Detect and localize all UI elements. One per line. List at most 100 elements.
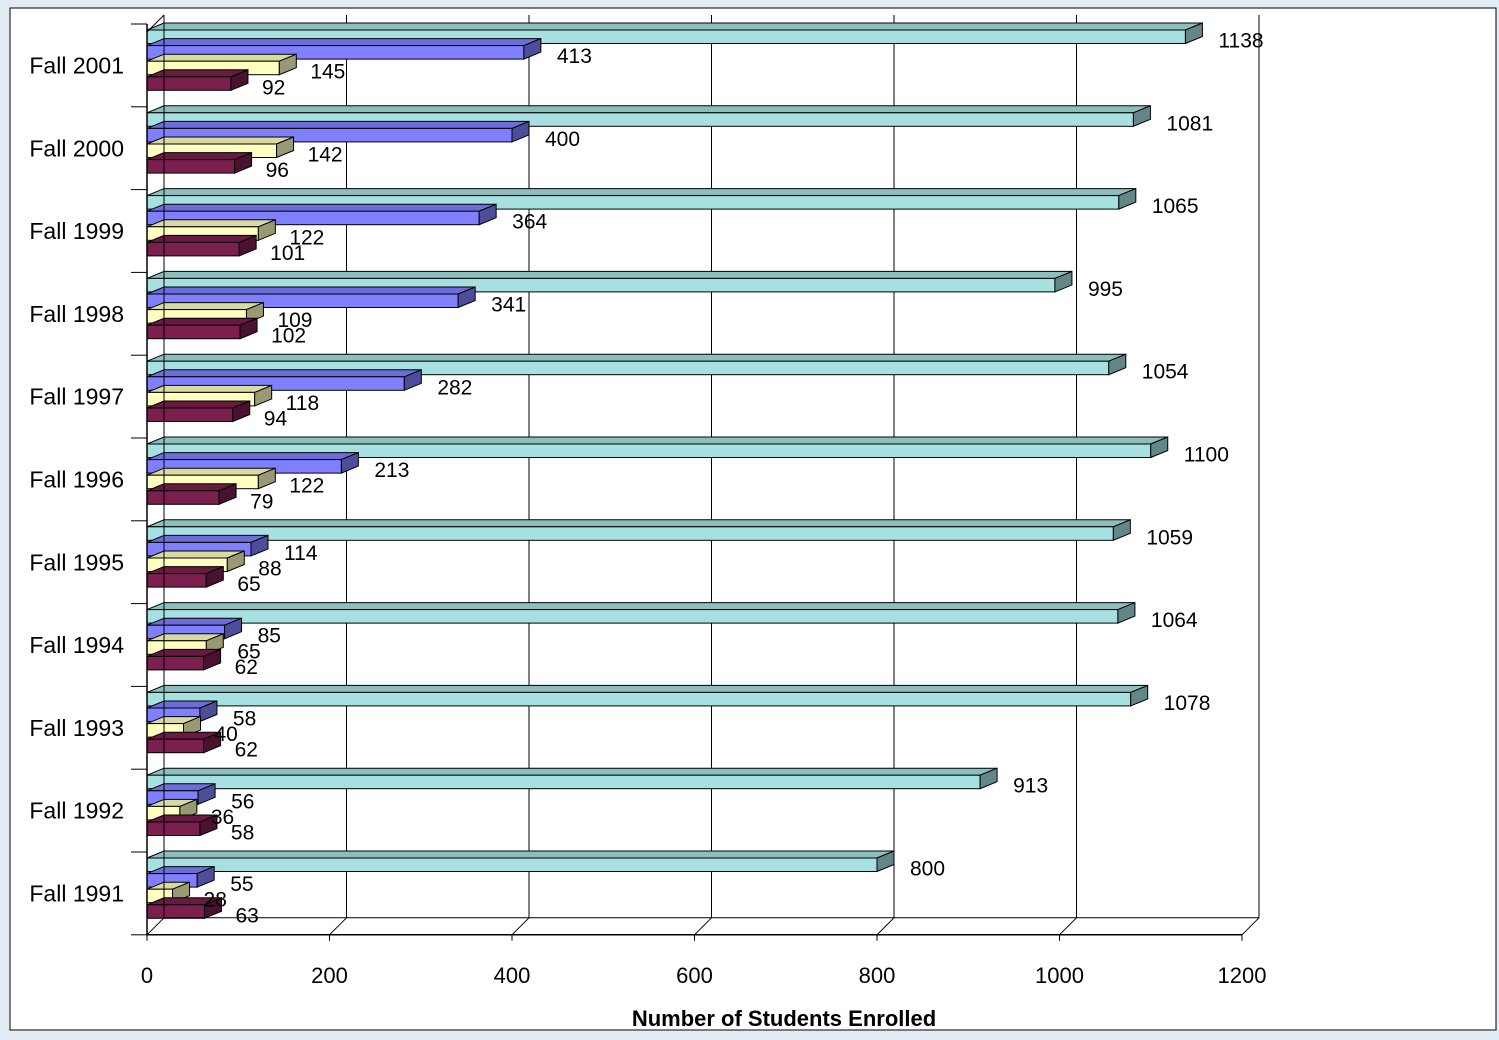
bar-end-face bbox=[1117, 601, 1136, 624]
data-labels: 8005528639135636581078584062106485656210… bbox=[204, 30, 1264, 928]
bar-end-face bbox=[276, 136, 295, 159]
category-label: Fall 1993 bbox=[29, 715, 124, 741]
bar-top-face bbox=[146, 452, 359, 461]
category-label: Fall 1995 bbox=[29, 549, 124, 575]
data-label: 145 bbox=[310, 61, 345, 84]
gridline-floor bbox=[694, 917, 712, 936]
bar bbox=[146, 609, 1119, 624]
bar-top-face bbox=[146, 188, 1137, 197]
bar-top-face bbox=[146, 384, 272, 393]
bar-end-face bbox=[254, 384, 273, 407]
data-label: 122 bbox=[289, 226, 324, 249]
data-label: 65 bbox=[237, 640, 260, 663]
bar-end-face bbox=[1054, 270, 1073, 293]
data-label: 1078 bbox=[1164, 692, 1211, 715]
bar bbox=[146, 407, 234, 422]
bar-end-face bbox=[205, 565, 224, 588]
data-label: 400 bbox=[545, 128, 580, 151]
bar-top-face bbox=[146, 203, 497, 212]
bar-end-face bbox=[232, 400, 251, 423]
bar-end-face bbox=[1118, 187, 1137, 210]
bar-end-face bbox=[1112, 519, 1131, 542]
data-label: 1054 bbox=[1142, 361, 1189, 384]
data-label: 142 bbox=[308, 144, 343, 167]
data-label: 40 bbox=[215, 723, 238, 746]
bar-top-face bbox=[146, 286, 476, 295]
x-tick-label: 800 bbox=[859, 963, 896, 988]
bar-top-face bbox=[146, 270, 1073, 279]
x-tick-label: 1000 bbox=[1035, 963, 1084, 988]
data-label: 1065 bbox=[1152, 195, 1199, 218]
data-label: 913 bbox=[1013, 775, 1048, 798]
bar-end-face bbox=[979, 767, 998, 790]
category-label: Fall 1999 bbox=[29, 218, 124, 244]
category-label: Fall 1996 bbox=[29, 466, 124, 492]
bar-top-face bbox=[146, 436, 1168, 445]
data-label: 122 bbox=[289, 475, 324, 498]
data-label: 58 bbox=[231, 822, 254, 845]
gridline-floor bbox=[876, 917, 895, 936]
bar-top-face bbox=[146, 467, 276, 476]
bar-end-face bbox=[196, 865, 215, 888]
bar bbox=[146, 857, 878, 872]
gridline-floor bbox=[146, 917, 165, 936]
bar-end-face bbox=[340, 451, 359, 474]
data-label: 96 bbox=[266, 159, 289, 182]
data-label: 58 bbox=[233, 708, 256, 731]
data-label: 1138 bbox=[1218, 30, 1263, 53]
bar bbox=[146, 573, 207, 588]
data-label: 118 bbox=[286, 392, 319, 415]
bar-top-face bbox=[146, 22, 1203, 31]
bar-top-face bbox=[146, 105, 1151, 114]
data-label: 800 bbox=[910, 858, 945, 881]
bar bbox=[146, 904, 205, 919]
data-label: 213 bbox=[374, 459, 409, 482]
bar bbox=[146, 774, 981, 790]
bar-end-face bbox=[403, 369, 422, 392]
bar bbox=[146, 159, 236, 174]
data-label: 341 bbox=[491, 294, 526, 317]
bar-end-face bbox=[224, 617, 243, 640]
bar-end-face bbox=[238, 234, 257, 257]
gridline-floor bbox=[329, 917, 347, 936]
data-label: 1081 bbox=[1166, 112, 1213, 135]
gridline-floor bbox=[1241, 917, 1260, 936]
x-tick-label: 400 bbox=[494, 963, 531, 988]
bar-end-face bbox=[1150, 436, 1169, 459]
bar-top-face bbox=[146, 767, 998, 776]
data-label: 1100 bbox=[1184, 444, 1229, 467]
bar-top-face bbox=[146, 353, 1126, 362]
bar-end-face bbox=[239, 317, 258, 340]
data-label: 85 bbox=[258, 625, 281, 648]
bar-top-face bbox=[146, 534, 269, 543]
bar bbox=[146, 324, 241, 340]
category-label: Fall 2000 bbox=[29, 135, 124, 161]
bar-top-face bbox=[146, 53, 297, 62]
data-label: 88 bbox=[258, 558, 281, 581]
bar bbox=[146, 526, 1114, 541]
data-label: 413 bbox=[557, 45, 592, 68]
bar-end-face bbox=[1108, 353, 1127, 376]
bar-top-face bbox=[146, 602, 1136, 611]
bar-end-face bbox=[203, 897, 222, 920]
bar-end-face bbox=[250, 534, 269, 557]
data-label: 109 bbox=[277, 309, 312, 332]
data-label: 102 bbox=[271, 325, 306, 348]
bar-end-face bbox=[199, 814, 218, 837]
data-label: 28 bbox=[204, 889, 227, 912]
data-label: 62 bbox=[235, 739, 258, 762]
category-label: Fall 2001 bbox=[29, 52, 124, 78]
gridline-floor bbox=[1059, 917, 1077, 936]
x-tick-label: 200 bbox=[311, 963, 348, 988]
bar bbox=[146, 655, 205, 671]
x-axis-title: Number of Students Enrolled bbox=[632, 1006, 936, 1031]
category-label: Fall 1992 bbox=[29, 798, 124, 824]
bar-top-face bbox=[146, 234, 257, 243]
bar-end-face bbox=[203, 648, 222, 671]
axes: Fall 1991 Fall 1992 Fall 1993 Fall 1994 Fall… bbox=[29, 14, 1266, 988]
bar-top-face bbox=[146, 38, 542, 47]
data-label: 1059 bbox=[1146, 526, 1193, 549]
data-label: 55 bbox=[230, 873, 253, 896]
category-label: Fall 1998 bbox=[29, 301, 124, 327]
